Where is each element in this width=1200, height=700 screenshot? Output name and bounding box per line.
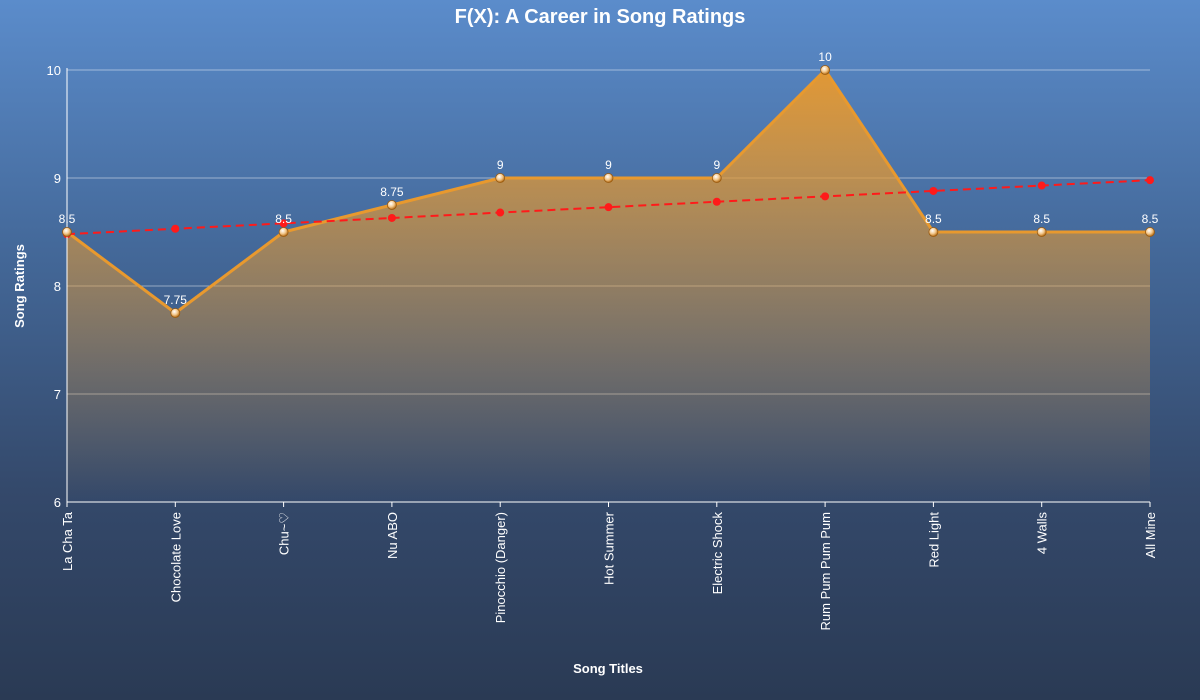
trend-point (1146, 176, 1154, 185)
x-tick-label: Pinocchio (Danger) (493, 512, 508, 623)
y-tick-label: 10 (47, 63, 61, 78)
data-markers (62, 65, 1155, 318)
x-tick-label: Electric Shock (710, 512, 725, 595)
trend-point (387, 213, 396, 222)
data-label: 7.75 (164, 293, 188, 307)
x-tick-label: Rum Pum Pum Pum (818, 512, 833, 630)
area-fill (67, 70, 1150, 502)
data-label: 10 (818, 50, 832, 64)
x-tick-label: 4 Walls (1035, 512, 1050, 555)
data-label: 8.75 (380, 185, 404, 199)
data-point (603, 173, 614, 183)
trend-point (821, 192, 830, 201)
data-label: 9 (605, 158, 612, 172)
trend-line (66, 179, 1151, 236)
data-point (820, 65, 830, 75)
area-series (66, 68, 1150, 502)
data-point (1036, 227, 1047, 237)
x-tick-label: Hot Summer (602, 511, 617, 585)
data-label: 8.5 (925, 212, 942, 226)
chart-title: F(X): A Career in Song Ratings (455, 6, 746, 28)
trend-point (929, 186, 938, 195)
trend-point (1037, 181, 1046, 190)
trend-point (279, 219, 288, 228)
data-label: 9 (713, 158, 720, 172)
y-tick-label: 6 (54, 495, 61, 510)
x-tick-label: Red Light (926, 512, 941, 568)
trend-series (63, 176, 1154, 239)
data-point (1145, 227, 1155, 237)
y-tick-label: 8 (54, 279, 61, 294)
trend-point (712, 197, 721, 206)
data-point (278, 227, 289, 237)
trend-point (496, 208, 505, 217)
data-point (711, 173, 722, 183)
data-label: 8.5 (59, 212, 76, 226)
data-label: 9 (497, 158, 504, 172)
x-tick-label: Chu~♡ (277, 512, 292, 555)
data-point (495, 173, 506, 183)
data-label: 8.5 (1142, 212, 1159, 226)
data-point (386, 200, 397, 210)
data-label: 8.5 (1033, 212, 1050, 226)
x-tick-label: Nu ABO (385, 512, 400, 559)
x-tick-label: La Cha Ta (60, 511, 75, 571)
y-axis-title: Song Ratings (12, 244, 27, 328)
data-point (62, 227, 72, 237)
data-label: 8.5 (275, 212, 292, 226)
data-point (170, 308, 181, 318)
trend-point (171, 224, 180, 233)
data-labels: 8.5 7.75 8.5 8.75 9 9 9 10 8.5 8.5 8.5 (59, 50, 1159, 307)
y-tick-label: 7 (54, 387, 61, 402)
x-tick-label: Chocolate Love (168, 512, 183, 602)
y-tick-label: 9 (54, 171, 61, 186)
axes: 6 7 8 9 10 La Cha Ta Chocolate Love Chu~♡ Nu ABO… (47, 63, 1158, 630)
trend-point (604, 203, 613, 212)
data-point (928, 227, 939, 237)
x-tick-label: All Mine (1143, 512, 1158, 558)
x-axis-title: Song Titles (573, 661, 643, 676)
